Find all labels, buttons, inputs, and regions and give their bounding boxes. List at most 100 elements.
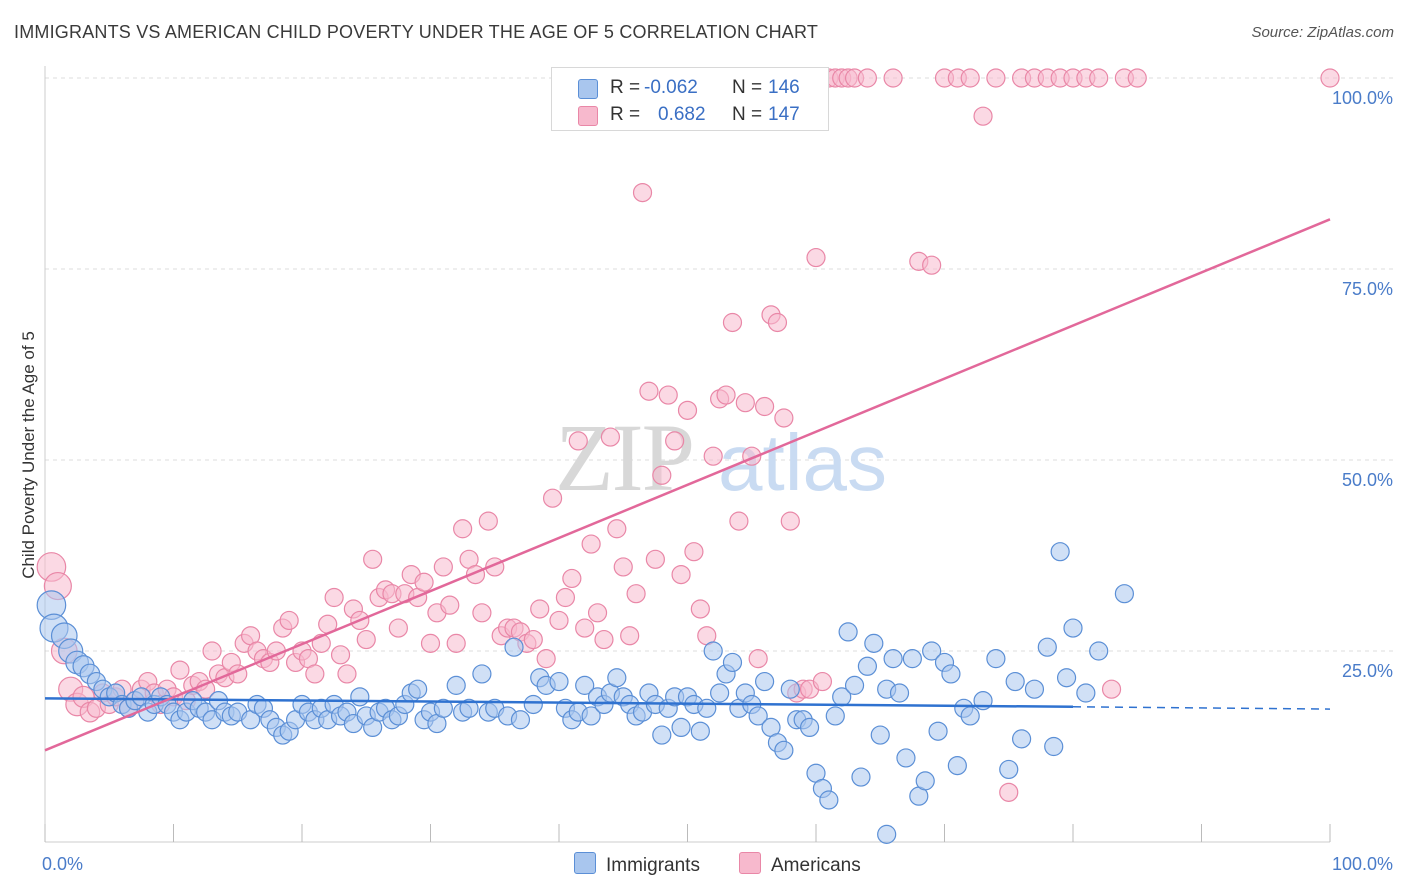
americans-point — [671, 564, 691, 585]
n-label: N = — [732, 104, 763, 125]
immigrants-point — [870, 725, 890, 745]
americans-point — [279, 610, 299, 631]
americans-point — [587, 603, 608, 623]
americans-point — [806, 247, 826, 268]
americans-point — [542, 488, 563, 508]
immigrants-point — [1089, 641, 1109, 661]
immigrants-point — [652, 725, 672, 745]
grid-lines — [45, 77, 1395, 652]
immigrants-point — [703, 641, 723, 661]
immigrants-point — [748, 706, 768, 726]
americans-point — [388, 618, 408, 638]
r-value: -0.062 — [644, 77, 698, 98]
tick-labels: 25.0% 50.0% 75.0% 100.0% 0.0% 100.0% — [42, 88, 1393, 874]
r-value: 0.682 — [658, 104, 706, 125]
immigrants-point — [825, 706, 845, 726]
immigrants-point — [446, 675, 466, 695]
americans-point — [774, 408, 794, 428]
americans-point — [973, 106, 993, 126]
immigrants-point — [472, 664, 492, 684]
legend-row-immigrants: R = -0.062 N = 146 — [552, 76, 828, 102]
americans-point — [883, 68, 903, 88]
americans-point — [684, 542, 704, 562]
americans-point — [536, 649, 556, 669]
r-label: R = — [610, 104, 641, 125]
r-label: R = — [610, 77, 641, 98]
americans-point — [363, 549, 383, 569]
americans-point — [754, 396, 775, 417]
immigrants-point — [922, 641, 942, 661]
americans-swatch — [578, 106, 598, 126]
americans-points — [36, 68, 1340, 802]
immigrants-point — [883, 649, 903, 669]
americans-point — [986, 68, 1006, 88]
americans-point — [729, 511, 749, 531]
trend-lines — [44, 218, 1331, 752]
immigrants-point — [960, 706, 980, 726]
immigrants-legend-label: Immigrants — [606, 855, 700, 876]
immigrants-trend-line — [44, 697, 1074, 709]
americans-point — [780, 511, 800, 531]
americans-point — [652, 465, 672, 485]
americans-point — [1127, 68, 1147, 88]
immigrants-point — [915, 771, 935, 791]
americans-point — [1101, 679, 1122, 699]
immigrants-point — [941, 664, 961, 684]
americans-point — [645, 549, 665, 569]
immigrants-point — [838, 622, 858, 642]
immigrants-point — [1076, 683, 1096, 703]
americans-point — [639, 381, 659, 401]
americans-point — [549, 610, 569, 631]
legend-stats: R = -0.062 N = 146 R = 0.682 N = 147 — [551, 67, 829, 131]
americans-point — [703, 446, 723, 466]
americans-point — [202, 641, 222, 661]
americans-point — [607, 519, 627, 539]
americans-point — [600, 427, 621, 447]
americans-point — [356, 629, 376, 650]
americans-point — [632, 183, 653, 203]
immigrants-point — [350, 687, 370, 707]
americans-point — [575, 618, 595, 638]
americans-point — [620, 626, 640, 646]
legend-immigrants[interactable]: Immigrants — [574, 852, 700, 877]
immigrants-point — [947, 755, 967, 776]
immigrants-point — [896, 748, 916, 768]
immigrants-point — [433, 698, 453, 718]
immigrants-point — [774, 740, 794, 760]
n-label: N = — [732, 77, 763, 98]
source-label: Source: ZipAtlas.com — [1251, 24, 1394, 41]
americans-legend-label: Americans — [771, 855, 861, 876]
legend-americans[interactable]: Americans — [739, 852, 861, 877]
n-value: 146 — [768, 77, 800, 98]
americans-point — [722, 312, 743, 333]
americans-point — [748, 649, 768, 669]
americans-point — [433, 557, 453, 577]
americans-point — [324, 587, 344, 608]
americans-point — [568, 431, 588, 451]
americans-legend-swatch — [739, 852, 761, 874]
americans-point — [472, 603, 492, 623]
americans-point — [1320, 68, 1340, 88]
immigrants-point — [799, 717, 820, 738]
americans-point — [305, 664, 325, 684]
americans-point — [170, 660, 190, 680]
y-tick-label: 25.0% — [1342, 661, 1393, 681]
x-tick-label: 100.0% — [1332, 854, 1393, 874]
americans-point — [523, 629, 543, 650]
americans-point — [562, 568, 582, 589]
immigrants-point — [1005, 671, 1025, 692]
americans-point — [767, 312, 788, 333]
legend-row-americans: R = 0.682 N = 147 — [552, 103, 828, 129]
americans-point — [716, 385, 736, 405]
immigrants-point — [1024, 679, 1045, 699]
immigrants-point — [1114, 584, 1135, 604]
x-tick-label: 0.0% — [42, 854, 83, 874]
immigrants-point — [889, 683, 910, 703]
americans-point — [658, 385, 678, 405]
immigrants-point — [459, 698, 479, 718]
immigrants-point — [1050, 542, 1070, 562]
americans-point — [999, 782, 1019, 802]
immigrants-point — [1056, 668, 1077, 688]
immigrants-point — [902, 649, 922, 669]
